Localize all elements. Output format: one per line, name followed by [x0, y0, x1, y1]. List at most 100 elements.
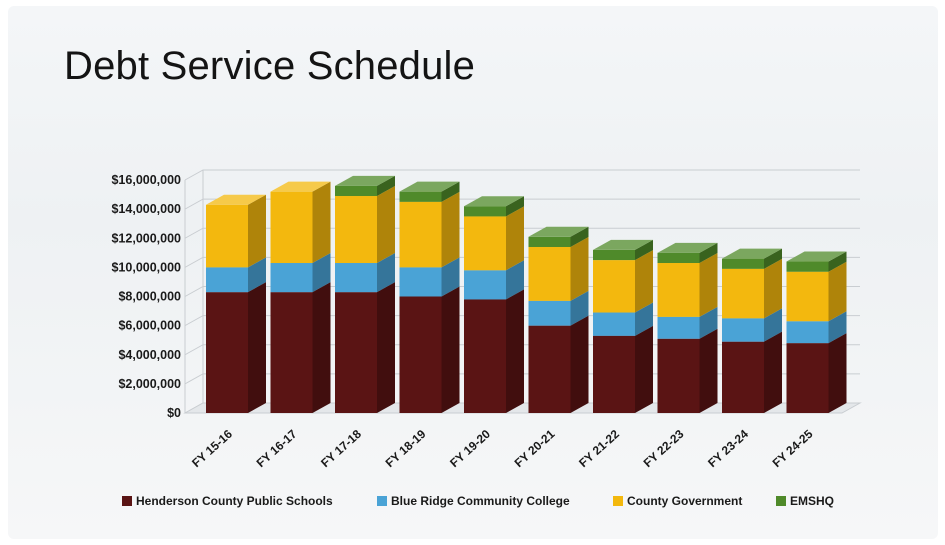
bar-segment-side	[828, 251, 847, 272]
x-tick-label: FY 16-17	[254, 427, 300, 471]
x-tick-label: FY 15-16	[189, 427, 235, 471]
bar-segment-side	[635, 250, 653, 313]
bar-segment-side	[248, 194, 266, 268]
bar-segment-side	[441, 286, 460, 413]
legend-swatch	[776, 496, 786, 506]
bar-segment-top	[657, 242, 718, 253]
bar-stack	[270, 181, 331, 413]
x-tick-label: FY 17-18	[318, 427, 364, 471]
bar-segment	[722, 268, 764, 319]
y-tick-label: $0	[167, 406, 181, 420]
bar-stack	[593, 239, 653, 413]
bar-segment	[399, 296, 442, 413]
bar-segment-side	[441, 191, 460, 268]
legend-swatch	[377, 496, 387, 506]
bar-segment	[786, 261, 829, 272]
bar-segment-side	[570, 315, 589, 413]
bar-segment	[786, 343, 829, 413]
bar-segment-top	[593, 239, 653, 250]
bar-segment-side	[764, 331, 782, 413]
bar-segment-side	[699, 242, 718, 264]
bar-segment	[335, 263, 377, 293]
bar-segment	[399, 267, 442, 297]
bar-segment-top	[335, 175, 395, 186]
bar-segment	[528, 246, 571, 301]
bar-segment-side	[506, 289, 524, 413]
bar-segment	[593, 260, 635, 313]
bar-segment	[399, 191, 442, 202]
bar-stack	[464, 196, 524, 413]
bar-segment	[464, 299, 506, 413]
bar-segment-side	[828, 261, 847, 322]
legend: Henderson County Public Schools Blue Ridg…	[122, 494, 834, 508]
y-tick-label: $12,000,000	[111, 231, 181, 245]
bar-segment	[528, 236, 571, 247]
gridline	[184, 169, 860, 181]
bar-segment-side	[506, 196, 524, 217]
y-tick-label: $4,000,000	[118, 348, 181, 362]
bar-segment-top	[399, 181, 460, 192]
bar-segment-side	[312, 181, 331, 264]
bar-segment-side	[699, 306, 718, 339]
bar-segment	[270, 191, 313, 264]
bar-stack	[786, 251, 847, 413]
legend-label: County Government	[627, 494, 742, 508]
legend-swatch	[613, 496, 623, 506]
x-tick-label: FY 24-25	[770, 427, 816, 471]
bar-segment	[206, 292, 248, 413]
bar-segment-side	[248, 257, 266, 293]
bar-segment	[593, 312, 635, 336]
bar-stack	[528, 226, 589, 413]
bar-segment-side	[570, 226, 589, 247]
bar-segment-side	[377, 186, 395, 264]
bars	[206, 175, 847, 413]
bar-segment-side	[570, 236, 589, 301]
bar-segment-side	[699, 328, 718, 413]
bar-segment	[657, 316, 700, 339]
legend-label: EMSHQ	[790, 494, 834, 508]
bar-segment-side	[828, 333, 847, 413]
bar-stack	[206, 194, 266, 413]
x-tick-label: FY 23-24	[705, 427, 751, 471]
bar-stack	[657, 242, 718, 413]
bar-segment	[464, 270, 506, 300]
bar-segment	[657, 252, 700, 264]
legend-swatch	[122, 496, 132, 506]
bar-segment	[335, 292, 377, 413]
bar-segment-side	[377, 253, 395, 293]
y-tick-label: $8,000,000	[118, 290, 181, 304]
bar-segment	[335, 185, 377, 197]
x-tick-label: FY 21-22	[576, 427, 622, 471]
x-axis-ticks: FY 15-16 FY 16-17 FY 17-18 FY 18-19 FY 19-20…	[189, 427, 816, 471]
bar-stack	[335, 175, 395, 413]
bar-segment-side	[312, 282, 331, 413]
legend-label: Blue Ridge Community College	[391, 494, 570, 508]
bar-segment-side	[506, 260, 524, 300]
bar-segment-side	[506, 206, 524, 271]
bar-segment	[335, 196, 377, 264]
bar-segment	[464, 206, 506, 217]
bar-segment-top	[528, 226, 589, 237]
y-axis-ticks: $0 $2,000,000 $4,000,000 $6,000,000 $8,000,0…	[111, 173, 181, 420]
bar-segment-top	[786, 251, 847, 262]
bar-segment	[206, 267, 248, 293]
bar-segment	[722, 341, 764, 413]
x-tick-label: FY 18-19	[383, 427, 429, 471]
bar-segment	[528, 325, 571, 413]
bar-segment-top	[270, 181, 331, 192]
y-tick-label: $14,000,000	[111, 202, 181, 216]
bar-segment	[399, 201, 442, 268]
bar-segment	[593, 335, 635, 413]
bar-segment-side	[764, 258, 782, 319]
bar-segment	[786, 321, 829, 344]
x-tick-label: FY 22-23	[641, 427, 687, 471]
bar-segment	[657, 263, 700, 317]
bar-segment-side	[635, 325, 653, 413]
bar-segment-top	[464, 196, 524, 207]
bar-segment-side	[764, 248, 782, 269]
y-tick-label: $10,000,000	[111, 260, 181, 274]
bar-segment-top	[206, 194, 266, 205]
bar-segment	[206, 204, 248, 268]
bar-segment-side	[377, 282, 395, 413]
bar-segment-side	[570, 290, 589, 326]
